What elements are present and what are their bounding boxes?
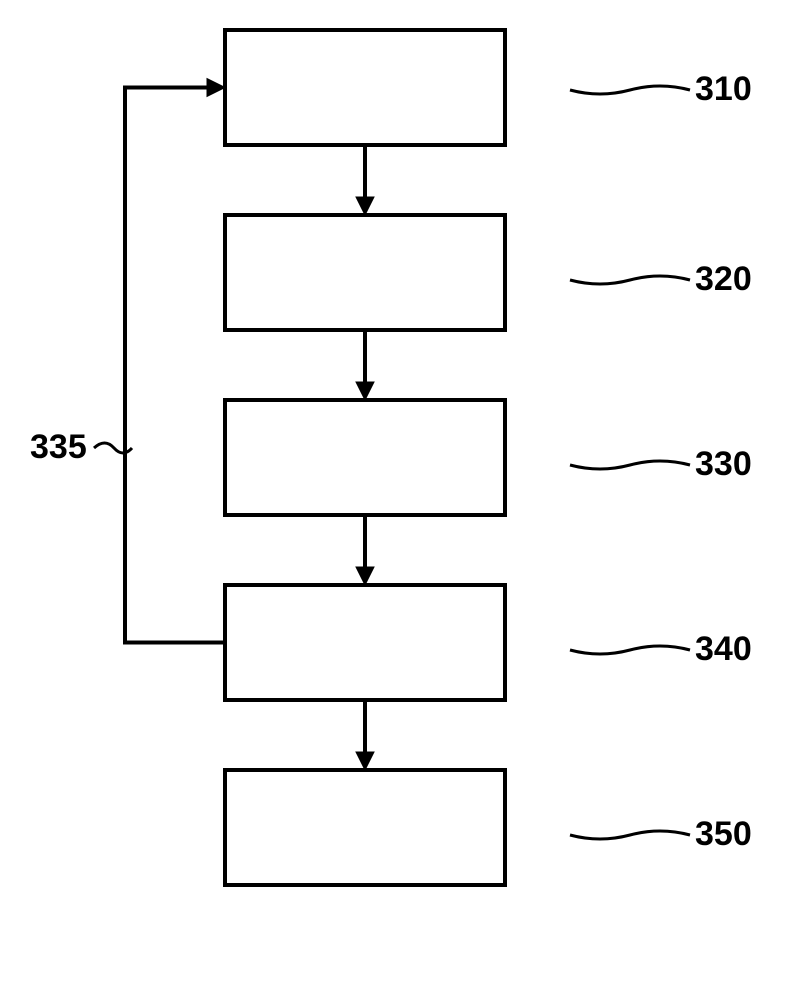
flow-node [225, 400, 505, 515]
flow-node [225, 770, 505, 885]
arrowhead-icon [356, 197, 374, 215]
arrowhead-icon [356, 752, 374, 770]
arrowhead-icon [207, 79, 225, 97]
label-leader [570, 831, 690, 839]
flow-node [225, 30, 505, 145]
label-leader [570, 276, 690, 284]
arrowhead-icon [356, 382, 374, 400]
node-label: 330 [695, 445, 752, 483]
feedback-arrow [125, 88, 225, 643]
label-leader [570, 461, 690, 469]
node-label: 320 [695, 260, 752, 298]
node-label: 310 [695, 70, 752, 108]
flow-node [225, 585, 505, 700]
node-label: 350 [695, 815, 752, 853]
label-leader [570, 646, 690, 654]
label-leader [570, 86, 690, 94]
flow-node [225, 215, 505, 330]
arrowhead-icon [356, 567, 374, 585]
feedback-label: 335 [30, 428, 87, 466]
node-label: 340 [695, 630, 752, 668]
